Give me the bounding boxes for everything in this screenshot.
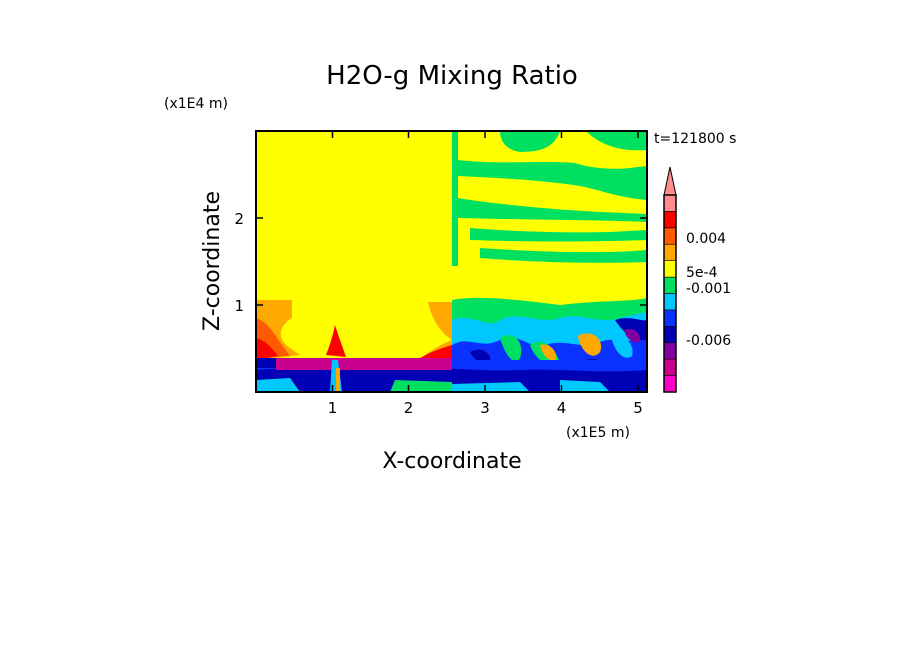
colorbar-level [663, 211, 677, 229]
chart-title: H2O-g Mixing Ratio [326, 61, 578, 91]
colorbar-level [663, 358, 677, 376]
surface-dry-layer [256, 358, 647, 392]
colorbar-level [663, 276, 677, 294]
colorbar-tick-label: 0.004 [686, 231, 726, 247]
x-axis-ticks [331, 131, 639, 392]
colorbar-level [663, 342, 677, 360]
y-tick-label: 1 [234, 297, 244, 315]
x-tick-label: 2 [404, 399, 414, 417]
x-tick-label: 3 [480, 399, 490, 417]
colorbar: 0.004 5e-4 -0.001 -0.006 [663, 166, 731, 393]
y-axis-ticks [256, 217, 647, 306]
colorbar-level [663, 260, 677, 278]
y-unit-label: (x1E4 m) [164, 96, 228, 112]
colorbar-level [663, 309, 677, 327]
colorbar-tick-label: -0.001 [686, 281, 731, 297]
colorbar-extend-arrow [663, 166, 677, 196]
x-axis-label: X-coordinate [382, 449, 521, 474]
time-label: t=121800 s [654, 131, 736, 147]
x-tick-label: 5 [633, 399, 643, 417]
colorbar-level [663, 375, 677, 393]
plot-frame [255, 130, 648, 393]
y-axis-label: Z-coordinate [200, 191, 225, 331]
colorbar-level [663, 194, 677, 212]
heatmap-field [256, 131, 647, 392]
colorbar-level [663, 293, 677, 311]
x-unit-label: (x1E5 m) [566, 425, 630, 441]
very-dry-slab [276, 358, 452, 370]
x-tick-label: 1 [328, 399, 338, 417]
colorbar-frame [663, 194, 677, 393]
colorbar-tick-label: 5e-4 [686, 265, 718, 281]
y-tick-label: 2 [234, 210, 244, 228]
x-tick-label: 4 [557, 399, 567, 417]
left-moist-layer [256, 300, 452, 360]
colorbar-level [663, 227, 677, 245]
upper-green-streaks [452, 131, 647, 266]
colorbar-level [663, 243, 677, 261]
colorbar-tick-label: -0.006 [686, 333, 731, 349]
colorbar-level [663, 326, 677, 344]
